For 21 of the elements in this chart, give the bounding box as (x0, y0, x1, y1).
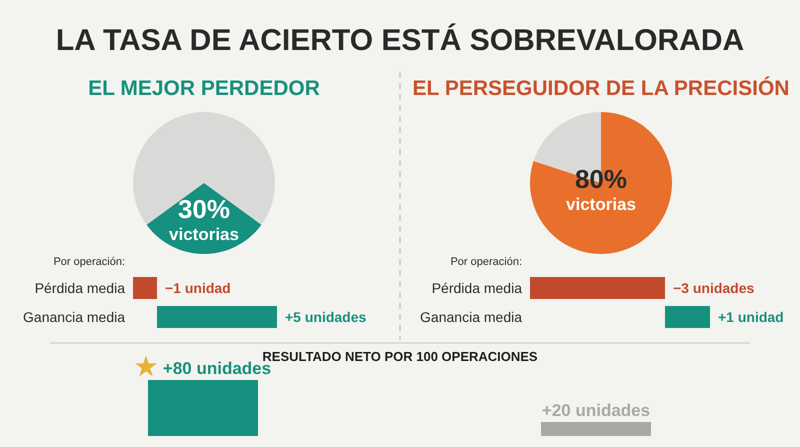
data-label: +1 unidad (718, 309, 784, 325)
data-label: 80% (574, 164, 628, 194)
text: LA TASA DE ACIERTO ESTÁ SOBREVALORADA (56, 23, 744, 57)
y-tick-label: Pérdida media (432, 280, 522, 296)
data-label: +5 unidades (285, 309, 367, 325)
slice-label: victorias (169, 225, 239, 244)
y-tick-label: Ganancia media (23, 309, 126, 325)
y-tick-label: Ganancia media (420, 309, 522, 325)
chart-subtitle: Por operación: (53, 256, 125, 268)
data-label: −1 unidad (165, 280, 231, 296)
y-tick-label: Pérdida media (34, 280, 126, 296)
chart-subtitle: Por operación: (450, 256, 522, 268)
chart-title: EL PERSEGUIDOR DE LA PRECISIÓN (412, 76, 790, 100)
pie-slice (133, 112, 275, 225)
slice-label: victorias (566, 195, 636, 214)
chart-title: EL MEJOR PERDEDOR (88, 77, 320, 100)
data-label: 30% (178, 194, 230, 224)
data-label: +20 unidades (542, 401, 650, 420)
pie-slice (530, 112, 672, 254)
chart-title: RESULTADO NETO POR 100 OPERACIONES (262, 349, 538, 364)
data-label: −3 unidades (673, 280, 755, 296)
